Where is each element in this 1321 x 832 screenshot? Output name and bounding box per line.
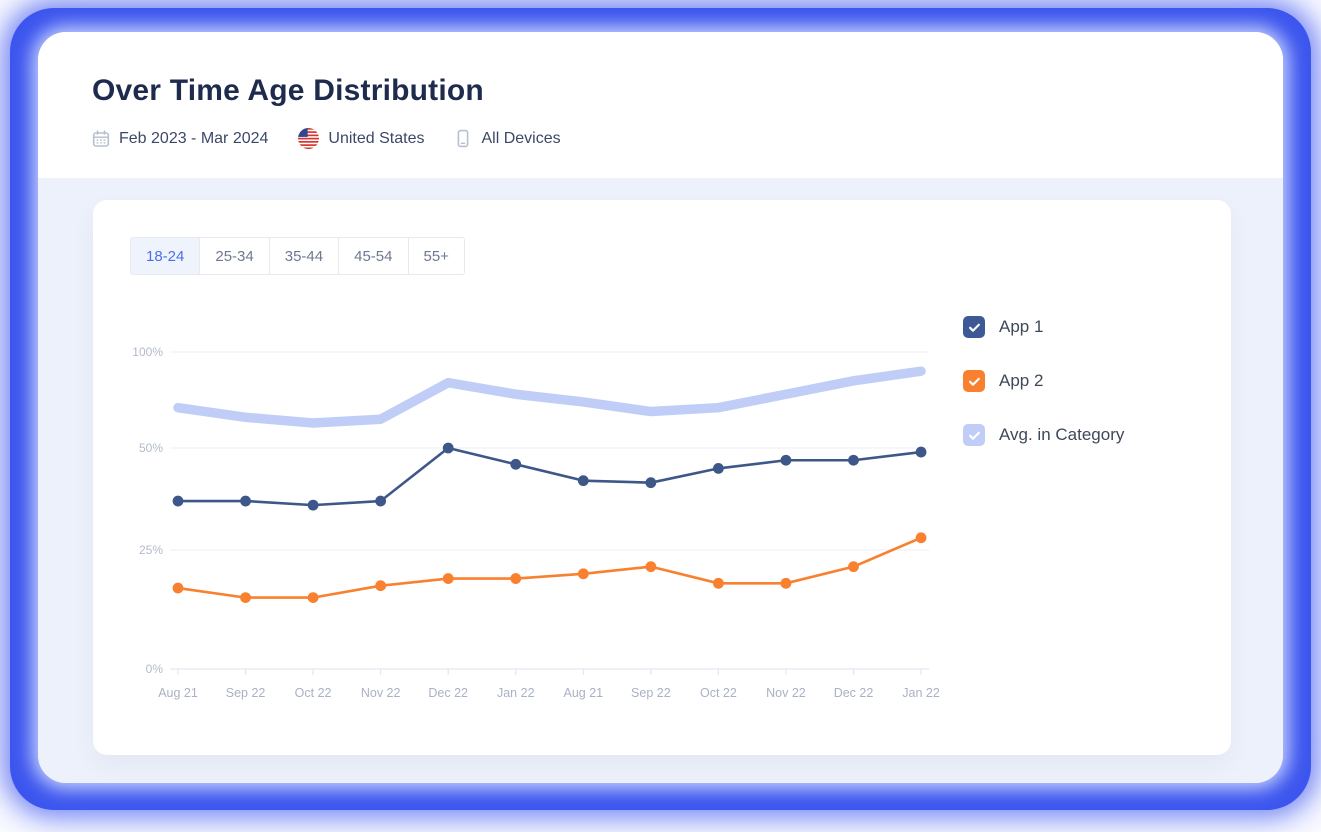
series-app-1-point bbox=[713, 463, 724, 474]
series-app-1-point bbox=[780, 454, 792, 466]
x-axis-label: Dec 22 bbox=[428, 686, 468, 700]
series-app-2-point bbox=[510, 573, 522, 584]
mobile-device-icon bbox=[454, 129, 472, 148]
x-axis-label: Sep 22 bbox=[226, 686, 266, 700]
series-app-2-point bbox=[645, 561, 657, 573]
legend-label: Avg. in Category bbox=[999, 425, 1125, 444]
x-axis-label: Oct 22 bbox=[295, 686, 332, 700]
chart-legend: App 1 App 2 Avg. in Category bbox=[963, 316, 1124, 446]
date-range-filter[interactable]: Feb 2023 - Mar 2024 bbox=[92, 130, 268, 148]
series-app-1-point bbox=[510, 458, 522, 470]
y-axis-label: 25% bbox=[139, 543, 163, 557]
devices-label: All Devices bbox=[481, 129, 561, 147]
age-group-tabs: 18-24 25-34 35-44 45-54 55+ bbox=[130, 237, 465, 275]
devices-filter[interactable]: All Devices bbox=[454, 129, 561, 148]
x-axis-label: Nov 22 bbox=[361, 686, 401, 700]
series-app-2-point bbox=[780, 577, 792, 589]
us-flag-icon bbox=[298, 128, 320, 149]
calendar-icon bbox=[92, 129, 110, 148]
series-app-2-line bbox=[176, 536, 923, 599]
app-window: Over Time Age Distribution bbox=[38, 32, 1283, 783]
x-axis-label: Aug 21 bbox=[158, 686, 198, 700]
x-axis-label: Jan 22 bbox=[902, 686, 940, 700]
legend-item-app-2[interactable]: App 2 bbox=[963, 370, 1124, 392]
series-app-1-line bbox=[176, 446, 923, 507]
series-app-1-point bbox=[307, 499, 319, 511]
legend-label: App 2 bbox=[999, 371, 1044, 390]
page-title: Over Time Age Distribution bbox=[92, 74, 484, 107]
series-app-2-point bbox=[713, 577, 724, 589]
checkmark-icon bbox=[968, 323, 980, 332]
x-axis-label: Aug 21 bbox=[563, 686, 603, 700]
series-app-1-point bbox=[442, 442, 454, 454]
checkmark-icon bbox=[968, 377, 980, 386]
series-app-2-point bbox=[307, 592, 319, 603]
header: Over Time Age Distribution bbox=[38, 32, 1283, 178]
legend-item-avg-in-category[interactable]: Avg. in Category bbox=[963, 424, 1124, 446]
series-app-2-point bbox=[442, 573, 454, 584]
series-app-1-point bbox=[172, 495, 184, 507]
legend-item-app-1[interactable]: App 1 bbox=[963, 316, 1124, 338]
avg-in-category-checkbox[interactable] bbox=[963, 424, 985, 446]
series-app-2-point bbox=[375, 580, 387, 592]
tab-55plus[interactable]: 55+ bbox=[407, 237, 465, 275]
series-app-1-point bbox=[848, 454, 859, 466]
series-app-1-point bbox=[915, 446, 927, 458]
tab-18-24[interactable]: 18-24 bbox=[130, 237, 201, 275]
x-axis-label: Jan 22 bbox=[497, 686, 535, 700]
x-axis-label: Oct 22 bbox=[700, 686, 737, 700]
series-app-2-point bbox=[848, 561, 859, 573]
app-1-checkbox[interactable] bbox=[963, 316, 985, 338]
age-distribution-line-chart: Aug 21 Sep 22 Oct 22 Nov 22 Dec 22 Jan 22 Aug … bbox=[132, 345, 940, 700]
series-app-2-point bbox=[915, 532, 927, 544]
y-axis-label: 0% bbox=[146, 662, 164, 676]
tab-45-54[interactable]: 45-54 bbox=[338, 237, 409, 275]
series-app-1-point bbox=[240, 495, 251, 507]
x-axis-label: Dec 22 bbox=[834, 686, 874, 700]
series-app-2-point bbox=[240, 592, 251, 603]
y-axis-label: 100% bbox=[132, 345, 163, 359]
app-2-checkbox[interactable] bbox=[963, 370, 985, 392]
chart-card: 18-24 25-34 35-44 45-54 55+ Aug 21 Sep 22 Oct … bbox=[93, 200, 1231, 755]
date-range-label: Feb 2023 - Mar 2024 bbox=[119, 129, 269, 147]
series-avg-in-category-line bbox=[173, 366, 926, 428]
x-axis-label: Sep 22 bbox=[631, 686, 671, 700]
tab-25-34[interactable]: 25-34 bbox=[199, 237, 270, 275]
country-label: United States bbox=[328, 129, 425, 147]
series-app-1-point bbox=[645, 477, 657, 489]
series-app-2-point bbox=[577, 568, 589, 580]
series-app-1-point bbox=[375, 495, 387, 507]
checkmark-icon bbox=[968, 431, 980, 440]
y-axis-label: 50% bbox=[139, 441, 163, 455]
series-app-2-point bbox=[172, 582, 184, 594]
country-filter[interactable]: United States bbox=[298, 128, 424, 149]
series-app-1-point bbox=[577, 475, 589, 487]
legend-label: App 1 bbox=[999, 317, 1044, 336]
content-area: 18-24 25-34 35-44 45-54 55+ Aug 21 Sep 22 Oct … bbox=[38, 178, 1283, 783]
filter-bar: Feb 2023 - Mar 2024 bbox=[92, 128, 561, 149]
x-axis-label: Nov 22 bbox=[766, 686, 806, 700]
